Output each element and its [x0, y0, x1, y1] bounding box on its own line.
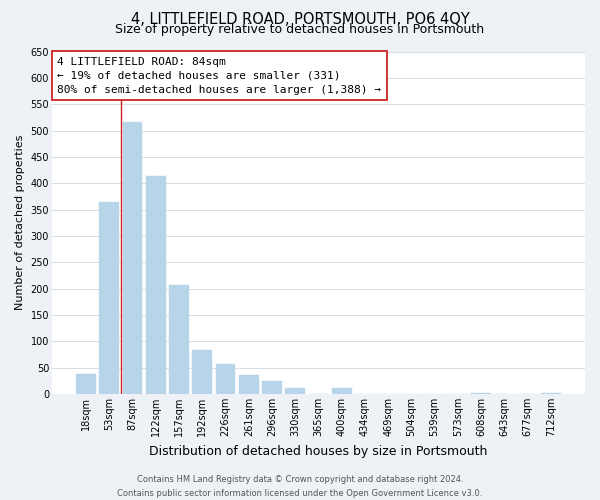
- Bar: [193, 350, 212, 394]
- Bar: [122, 122, 142, 394]
- Bar: [215, 364, 235, 394]
- Text: Size of property relative to detached houses in Portsmouth: Size of property relative to detached ho…: [115, 22, 485, 36]
- Text: Contains HM Land Registry data © Crown copyright and database right 2024.
Contai: Contains HM Land Registry data © Crown c…: [118, 476, 482, 498]
- Bar: [332, 388, 352, 394]
- Bar: [169, 285, 189, 394]
- Text: 4 LITTLEFIELD ROAD: 84sqm
← 19% of detached houses are smaller (331)
80% of semi: 4 LITTLEFIELD ROAD: 84sqm ← 19% of detac…: [57, 56, 381, 94]
- Text: 4, LITTLEFIELD ROAD, PORTSMOUTH, PO6 4QY: 4, LITTLEFIELD ROAD, PORTSMOUTH, PO6 4QY: [131, 12, 469, 28]
- Bar: [146, 176, 166, 394]
- Y-axis label: Number of detached properties: Number of detached properties: [15, 135, 25, 310]
- Bar: [286, 388, 305, 394]
- Bar: [239, 374, 259, 394]
- Bar: [100, 202, 119, 394]
- Bar: [76, 374, 96, 394]
- Bar: [262, 381, 282, 394]
- X-axis label: Distribution of detached houses by size in Portsmouth: Distribution of detached houses by size …: [149, 444, 488, 458]
